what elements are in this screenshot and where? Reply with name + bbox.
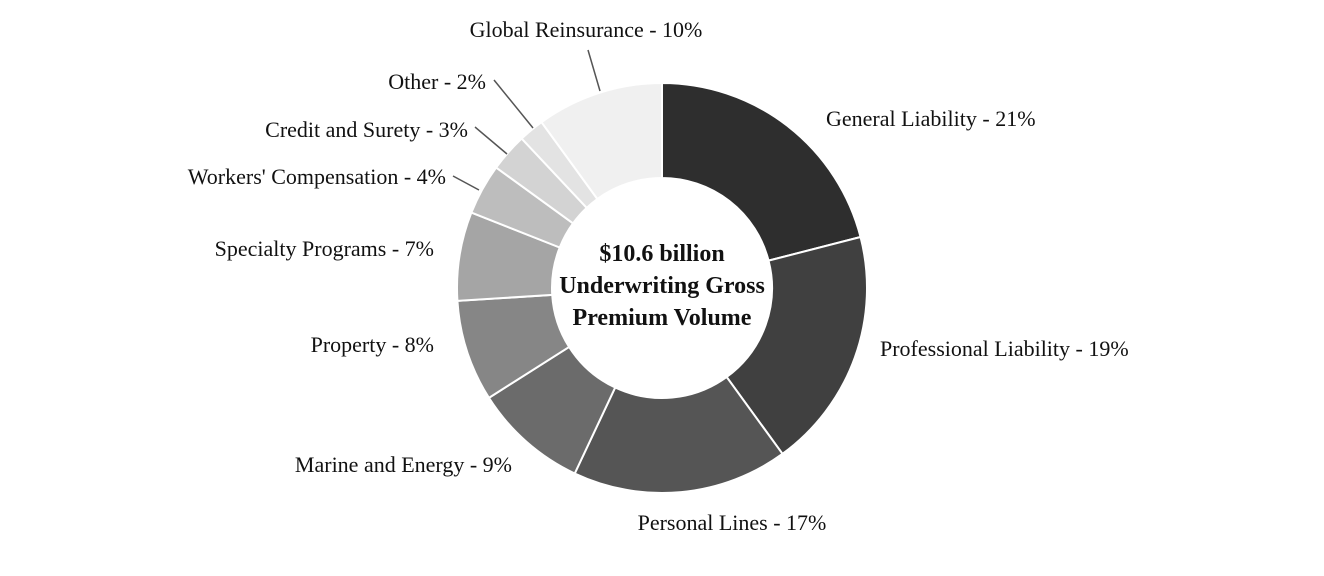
slice-global-reinsurance xyxy=(540,81,663,201)
label-professional-liability: Professional Liability - 19% xyxy=(880,336,1129,361)
label-general-liability: General Liability - 21% xyxy=(826,106,1036,131)
leader-credit-and-surety xyxy=(474,126,508,155)
leader-lines-group xyxy=(452,49,601,191)
center-line-1: $10.6 billion xyxy=(599,241,724,267)
label-property: Property - 8% xyxy=(311,332,434,357)
label-other: Other - 2% xyxy=(388,69,486,94)
label-global-reinsurance: Global Reinsurance - 10% xyxy=(470,17,703,42)
label-specialty-programs: Specialty Programs - 7% xyxy=(215,236,434,261)
slice-general-liability xyxy=(661,81,862,262)
slice-professional-liability xyxy=(725,235,868,456)
slice-labels-group: General Liability - 21% Professional Liab… xyxy=(188,17,1129,535)
center-line-2: Underwriting Gross xyxy=(559,273,765,299)
leader-global-reinsurance xyxy=(587,49,601,92)
slices-group xyxy=(456,81,868,494)
label-marine-and-energy: Marine and Energy - 9% xyxy=(295,452,512,477)
label-credit-and-surety: Credit and Surety - 3% xyxy=(265,117,468,142)
leader-workers-compensation xyxy=(452,175,480,191)
label-workers-compensation: Workers' Compensation - 4% xyxy=(188,164,446,189)
leader-other xyxy=(493,79,534,129)
label-personal-lines: Personal Lines - 17% xyxy=(638,510,827,535)
center-line-3: Premium Volume xyxy=(573,305,752,331)
slice-personal-lines xyxy=(573,375,784,494)
